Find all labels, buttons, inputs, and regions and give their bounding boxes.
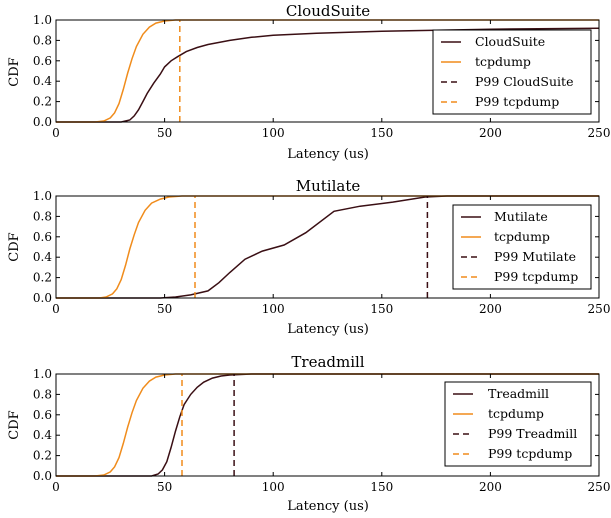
- legend: CloudSuite tcpdump P99 CloudSuite P99 tc…: [432, 29, 592, 115]
- plot-area: [56, 19, 600, 123]
- legend-label-p99-treadmill: P99 Treadmill: [488, 426, 577, 441]
- y-tick-label: 0.2: [33, 271, 52, 285]
- axis-ticks: 0 50 100 150 200 250 0.0 0.2 0.4 0.6 0.8 1.0: [33, 13, 611, 140]
- x-tick-label: 200: [479, 480, 502, 494]
- x-axis-label: Latency (us): [287, 499, 369, 514]
- chart-panel-treadmill: Treadmill CDF Latency (us) 0 50 100 150 200 2…: [7, 353, 610, 514]
- y-tick-label: 0.8: [33, 33, 52, 47]
- x-tick-label: 150: [370, 302, 393, 316]
- legend-label-treadmill: Treadmill: [488, 386, 549, 401]
- plot-frame: [55, 195, 600, 299]
- legend-label-p99-tcpdump: P99 tcpdump: [488, 446, 572, 461]
- axis-ticks: 0 50 100 150 200 250 0.0 0.2 0.4 0.6 0.8 1.0: [33, 189, 611, 316]
- y-tick-label: 0.4: [33, 74, 52, 88]
- series-line-tcpdump: [56, 19, 599, 123]
- legend-label-p99-cloudsuite: P99 CloudSuite: [475, 74, 573, 89]
- x-tick-label: 150: [370, 480, 393, 494]
- y-axis-label: CDF: [7, 232, 22, 261]
- y-axis-label: CDF: [7, 57, 22, 86]
- plot-frame: [55, 373, 600, 477]
- x-tick-label: 200: [479, 302, 502, 316]
- y-tick-label: 1.0: [33, 367, 52, 381]
- y-tick-label: 0.6: [33, 230, 52, 244]
- legend-label-p99-mutilate: P99 Mutilate: [494, 249, 576, 264]
- plot-area: [56, 373, 599, 477]
- axis-ticks: 0 50 100 150 200 250 0.0 0.2 0.4 0.6 0.8 1.0: [33, 367, 611, 494]
- series-line-tcpdump: [56, 195, 599, 299]
- legend-box: [432, 29, 592, 115]
- series-line-tcpdump: [56, 373, 599, 477]
- y-tick-label: 1.0: [33, 189, 52, 203]
- y-tick-label: 0.6: [33, 408, 52, 422]
- y-tick-label: 0.4: [33, 428, 52, 442]
- chart-title: Treadmill: [291, 353, 364, 371]
- plot-area: [56, 195, 599, 299]
- x-tick-label: 0: [52, 302, 60, 316]
- x-tick-label: 0: [52, 126, 60, 140]
- x-tick-label: 0: [52, 480, 60, 494]
- y-tick-label: 0.4: [33, 250, 52, 264]
- x-tick-label: 100: [262, 480, 285, 494]
- legend-label-p99-tcpdump: P99 tcpdump: [494, 269, 578, 284]
- x-axis-label: Latency (us): [287, 147, 369, 162]
- series-line-treadmill: [56, 373, 599, 477]
- y-tick-label: 0.0: [33, 115, 52, 129]
- x-tick-label: 50: [157, 126, 172, 140]
- x-tick-label: 250: [588, 126, 611, 140]
- y-tick-label: 1.0: [33, 13, 52, 27]
- x-tick-label: 250: [588, 302, 611, 316]
- legend-box: [452, 204, 592, 290]
- y-axis-label: CDF: [7, 410, 22, 439]
- series-line-cloudsuite: [56, 27, 600, 123]
- chart-panel-mutilate: Mutilate CDF Latency (us) 0 50 100 150 200 25…: [7, 177, 610, 337]
- series-line-mutilate: [56, 195, 599, 299]
- x-tick-label: 50: [157, 302, 172, 316]
- legend-box: [444, 381, 592, 467]
- y-tick-label: 0.8: [33, 209, 52, 223]
- x-tick-label: 100: [262, 126, 285, 140]
- legend-label-p99-tcpdump: P99 tcpdump: [475, 94, 559, 109]
- legend: Treadmill tcpdump P99 Treadmill P99 tcpd…: [444, 381, 592, 467]
- legend-label-mutilate: Mutilate: [494, 209, 548, 224]
- chart-title: CloudSuite: [286, 2, 370, 20]
- legend-label-tcpdump: tcpdump: [494, 229, 550, 244]
- chart-title: Mutilate: [296, 177, 361, 195]
- y-tick-label: 0.0: [33, 469, 52, 483]
- y-tick-label: 0.6: [33, 54, 52, 68]
- plot-frame: [55, 19, 600, 123]
- legend-label-cloudsuite: CloudSuite: [475, 34, 545, 49]
- y-tick-label: 0.2: [33, 95, 52, 109]
- x-tick-label: 150: [370, 126, 393, 140]
- legend-label-tcpdump: tcpdump: [475, 54, 531, 69]
- x-tick-label: 50: [157, 480, 172, 494]
- x-tick-label: 250: [588, 480, 611, 494]
- chart-panel-cloudsuite: CloudSuite CDF Latency (us) 0 50 100 150 200…: [7, 2, 610, 162]
- x-tick-label: 100: [262, 302, 285, 316]
- y-tick-label: 0.0: [33, 291, 52, 305]
- x-axis-label: Latency (us): [287, 322, 369, 337]
- legend: Mutilate tcpdump P99 Mutilate P99 tcpdum…: [452, 204, 592, 290]
- x-tick-label: 200: [479, 126, 502, 140]
- y-tick-label: 0.2: [33, 449, 52, 463]
- y-tick-label: 0.8: [33, 387, 52, 401]
- legend-label-tcpdump: tcpdump: [488, 406, 544, 421]
